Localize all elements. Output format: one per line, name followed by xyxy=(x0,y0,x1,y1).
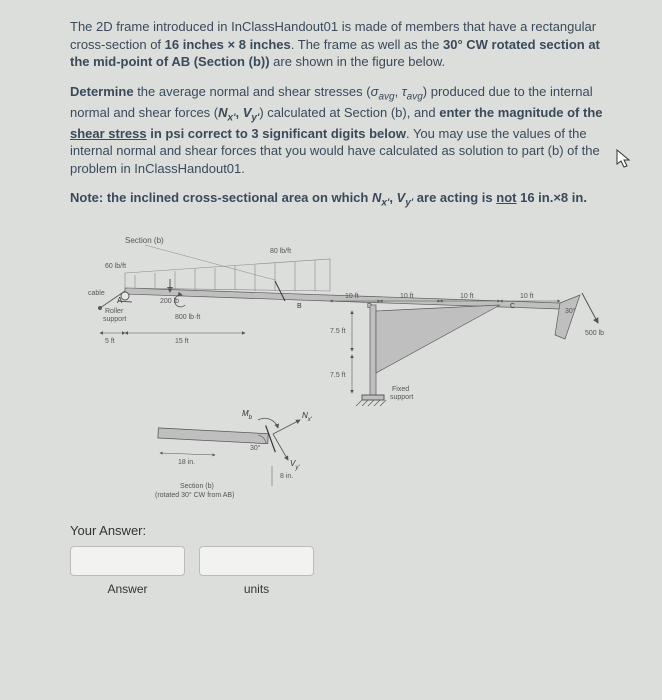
svg-text:support: support xyxy=(103,316,126,323)
svg-text:500 lb: 500 lb xyxy=(585,330,604,337)
svg-text:10 ft: 10 ft xyxy=(345,293,359,300)
svg-text:10 ft: 10 ft xyxy=(460,293,474,300)
paragraph-3-note: Note: the inclined cross-sectional area … xyxy=(70,189,614,210)
svg-text:Section (b): Section (b) xyxy=(125,236,164,245)
svg-text:C: C xyxy=(510,303,515,310)
svg-text:15 ft: 15 ft xyxy=(175,338,189,345)
svg-text:5 ft: 5 ft xyxy=(105,338,115,345)
svg-text:80 lb/ft: 80 lb/ft xyxy=(270,248,291,255)
your-answer-label: Your Answer: xyxy=(70,523,614,538)
svg-text:8 in.: 8 in. xyxy=(280,473,293,480)
svg-text:A: A xyxy=(117,296,123,305)
svg-text:Nx': Nx' xyxy=(302,411,313,423)
answer-caption: Answer xyxy=(70,582,185,596)
svg-text:Roller: Roller xyxy=(105,308,124,315)
svg-text:Fixed: Fixed xyxy=(392,386,409,393)
paragraph-1: The 2D frame introduced in InClassHandou… xyxy=(70,18,614,71)
svg-text:30°: 30° xyxy=(250,444,261,452)
svg-text:B: B xyxy=(297,303,302,310)
answer-value-input[interactable] xyxy=(70,546,185,576)
section-detail: Nx' Vy' Mb 30° 18 in. 8 in. Section (b) … xyxy=(155,409,313,499)
answer-units-input[interactable] xyxy=(199,546,314,576)
paragraph-2: Determine the average normal and shear s… xyxy=(70,83,614,178)
svg-text:cable: cable xyxy=(88,290,105,297)
svg-text:10 ft: 10 ft xyxy=(400,293,414,300)
svg-text:7.5 ft: 7.5 ft xyxy=(330,328,346,335)
svg-text:Mb: Mb xyxy=(242,409,253,421)
svg-text:(rotated 30° CW from AB): (rotated 30° CW from AB) xyxy=(155,491,234,499)
svg-text:7.5 ft: 7.5 ft xyxy=(330,372,346,379)
svg-text:60 lb/ft: 60 lb/ft xyxy=(105,263,126,270)
units-caption: units xyxy=(199,582,314,596)
svg-text:18 in.: 18 in. xyxy=(178,459,195,466)
svg-text:200 lb: 200 lb xyxy=(160,298,179,305)
frame-diagram: cable Roller support 200 lb 800 lb·ft 60… xyxy=(70,223,610,513)
svg-text:30°: 30° xyxy=(565,307,576,315)
main-frame-group: cable Roller support 200 lb 800 lb·ft 60… xyxy=(88,236,604,406)
answer-row: Answer units xyxy=(70,546,614,596)
svg-text:Section (b): Section (b) xyxy=(180,483,214,490)
svg-text:10 ft: 10 ft xyxy=(520,293,534,300)
svg-text:support: support xyxy=(390,394,413,401)
svg-text:800 lb·ft: 800 lb·ft xyxy=(175,314,200,321)
svg-text:Vy': Vy' xyxy=(290,459,300,471)
